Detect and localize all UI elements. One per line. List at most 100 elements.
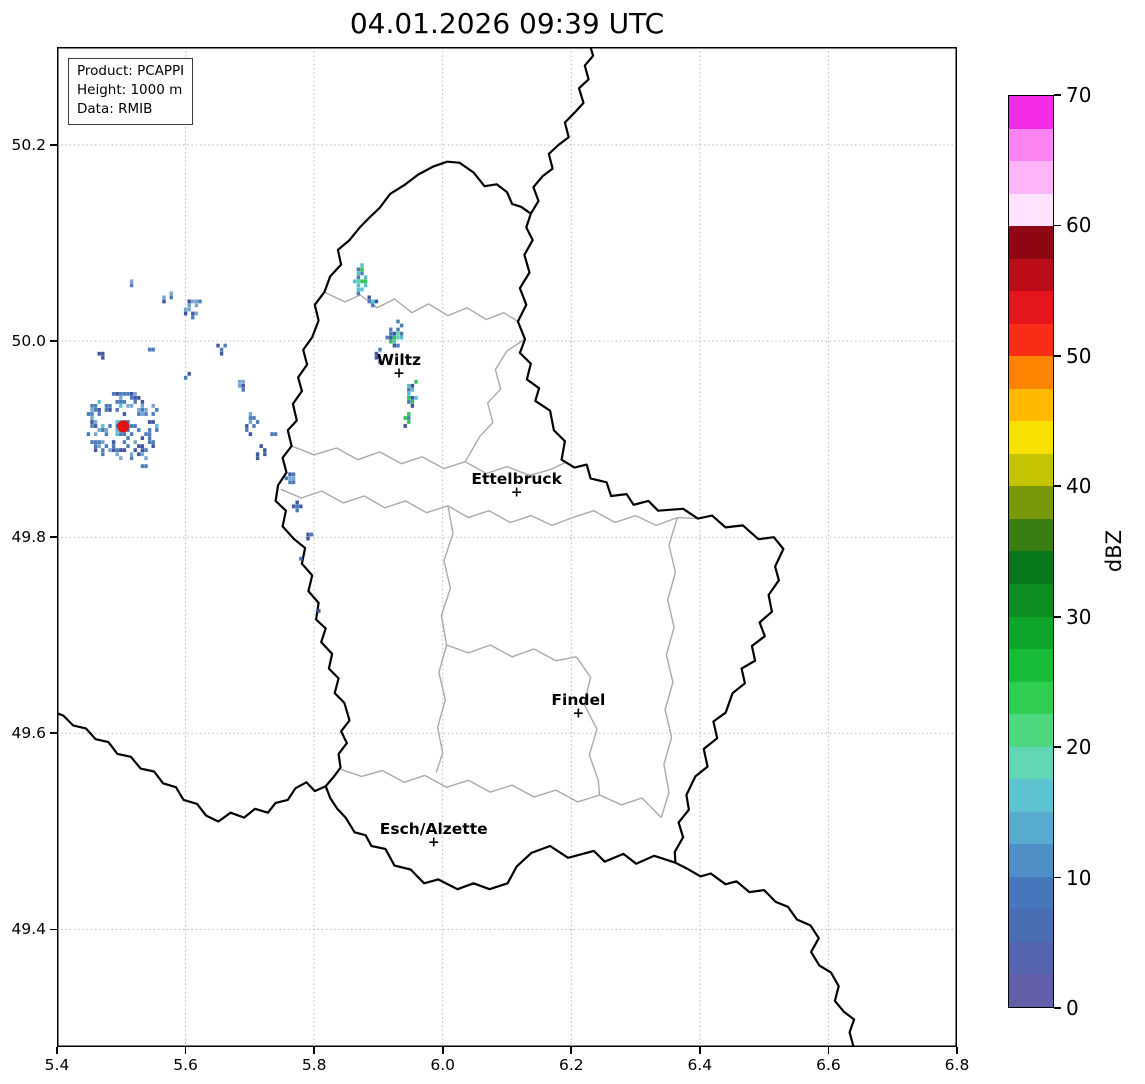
colorbar-tick-mark xyxy=(1054,485,1061,488)
y-tick-mark xyxy=(50,144,57,146)
x-tick-label: 6.0 xyxy=(430,1056,456,1074)
colorbar-band xyxy=(1009,96,1053,129)
colorbar-band xyxy=(1009,323,1053,357)
colorbar-band xyxy=(1009,356,1053,389)
y-tick-mark xyxy=(50,732,57,735)
colorbar-tick-label: 20 xyxy=(1066,735,1092,760)
colorbar-band xyxy=(1009,811,1053,845)
x-tick-mark xyxy=(956,1047,958,1054)
colorbar-bands xyxy=(1009,96,1053,1007)
neighbor-border xyxy=(57,712,327,823)
colorbar-axis-label-text: dBZ xyxy=(1102,530,1126,573)
district-borders xyxy=(280,291,698,819)
colorbar-tick-label: 70 xyxy=(1066,83,1092,107)
colorbar-band xyxy=(1009,551,1053,584)
info-line-product: Product: PCAPPI xyxy=(77,63,185,79)
x-tick-label: 6.6 xyxy=(816,1056,841,1074)
x-tick-label: 6.4 xyxy=(687,1056,713,1074)
x-tick-label: 6.2 xyxy=(558,1056,584,1074)
city-cross-icon: + xyxy=(427,834,440,851)
colorbar-band xyxy=(1009,128,1053,162)
grid-lines xyxy=(57,47,957,1047)
y-tick-label: 50.0 xyxy=(11,332,46,351)
colorbar-tick-mark xyxy=(1054,615,1061,618)
colorbar-tick-mark xyxy=(1054,355,1061,357)
colorbar-band xyxy=(1009,453,1053,487)
y-tick-mark xyxy=(50,536,57,538)
city-label: Ettelbruck xyxy=(471,470,562,489)
colorbar-band xyxy=(1009,226,1053,259)
y-tick-label: 50.2 xyxy=(11,136,46,155)
y-tick-label: 49.6 xyxy=(11,724,46,743)
x-tick-label: 5.6 xyxy=(173,1056,198,1074)
x-tick-mark xyxy=(827,1047,830,1054)
y-tick-label: 49.4 xyxy=(11,920,46,939)
colorbar-band xyxy=(1009,421,1053,454)
colorbar-tick-mark xyxy=(1054,746,1061,748)
colorbar-tick-label: 10 xyxy=(1066,865,1092,890)
x-tick-mark xyxy=(441,1047,444,1054)
x-tick-mark xyxy=(699,1047,701,1054)
colorbar-tick-mark xyxy=(1054,94,1061,96)
colorbar-band xyxy=(1009,714,1053,747)
x-tick-label: 5.4 xyxy=(44,1056,70,1074)
colorbar-tick-label: 40 xyxy=(1066,474,1092,499)
info-line-data: Data: RMIB xyxy=(77,100,153,117)
colorbar-band xyxy=(1009,486,1053,519)
city-label: Wiltz xyxy=(376,351,422,370)
city-cross-icon: + xyxy=(510,484,523,501)
colorbar-band xyxy=(1009,681,1053,715)
colorbar-band xyxy=(1009,518,1053,552)
colorbar-band xyxy=(1009,583,1053,617)
x-tick-mark xyxy=(56,1047,58,1054)
map-canvas xyxy=(57,47,957,1047)
colorbar-tick-mark xyxy=(1054,876,1061,879)
colorbar-band xyxy=(1009,193,1053,227)
country-borders xyxy=(57,47,856,1047)
colorbar-band xyxy=(1009,388,1053,422)
colorbar-band xyxy=(1009,258,1053,292)
x-tick-label: 6.8 xyxy=(944,1056,970,1074)
city-label: Findel xyxy=(551,690,606,709)
colorbar-tick-mark xyxy=(1054,1007,1061,1009)
x-tick-mark xyxy=(313,1047,315,1054)
y-tick-mark xyxy=(50,340,57,342)
colorbar-band xyxy=(1009,649,1053,682)
colorbar xyxy=(1008,95,1054,1008)
info-line-height: Height: 1000 m xyxy=(77,81,183,98)
colorbar-band xyxy=(1009,746,1053,780)
city-cross-icon: + xyxy=(393,366,405,383)
colorbar-band xyxy=(1009,161,1053,194)
neighbor-border xyxy=(529,47,595,215)
colorbar-tick-label: 50 xyxy=(1066,343,1092,368)
colorbar-band xyxy=(1009,291,1053,324)
colorbar-axis-label: dBZ xyxy=(1099,95,1129,1008)
y-tick-label: 49.8 xyxy=(11,528,46,547)
city-cross-icon: + xyxy=(572,705,585,722)
colorbar-tick-label: 30 xyxy=(1066,604,1092,629)
neighbor-border xyxy=(674,861,856,1047)
colorbar-tick-label: 60 xyxy=(1066,213,1092,238)
colorbar-band xyxy=(1009,909,1053,942)
radar-echoes xyxy=(86,263,418,613)
colorbar-band xyxy=(1009,941,1053,975)
info-box: Product: PCAPPI Height: 1000 m Data: RMI… xyxy=(68,58,194,125)
city-label: Esch/Alzette xyxy=(379,820,488,839)
luxembourg-border xyxy=(274,160,785,891)
plot-frame xyxy=(57,47,957,1047)
x-tick-mark xyxy=(184,1047,187,1054)
colorbar-band xyxy=(1009,844,1053,877)
x-tick-mark xyxy=(570,1047,573,1054)
figure-title: 04.01.2026 09:39 UTC xyxy=(349,7,665,40)
map-plot: Product: PCAPPI Height: 1000 m Data: RMI… xyxy=(57,47,957,1047)
colorbar-band xyxy=(1009,974,1053,1007)
colorbar-band xyxy=(1009,616,1053,650)
colorbar-band xyxy=(1009,779,1053,812)
y-tick-mark xyxy=(50,928,57,931)
x-tick-label: 5.8 xyxy=(301,1056,327,1074)
radar-site-dot xyxy=(117,420,130,433)
colorbar-tick-label: 0 xyxy=(1066,996,1079,1020)
colorbar-band xyxy=(1009,876,1053,910)
colorbar-tick-mark xyxy=(1054,224,1061,227)
